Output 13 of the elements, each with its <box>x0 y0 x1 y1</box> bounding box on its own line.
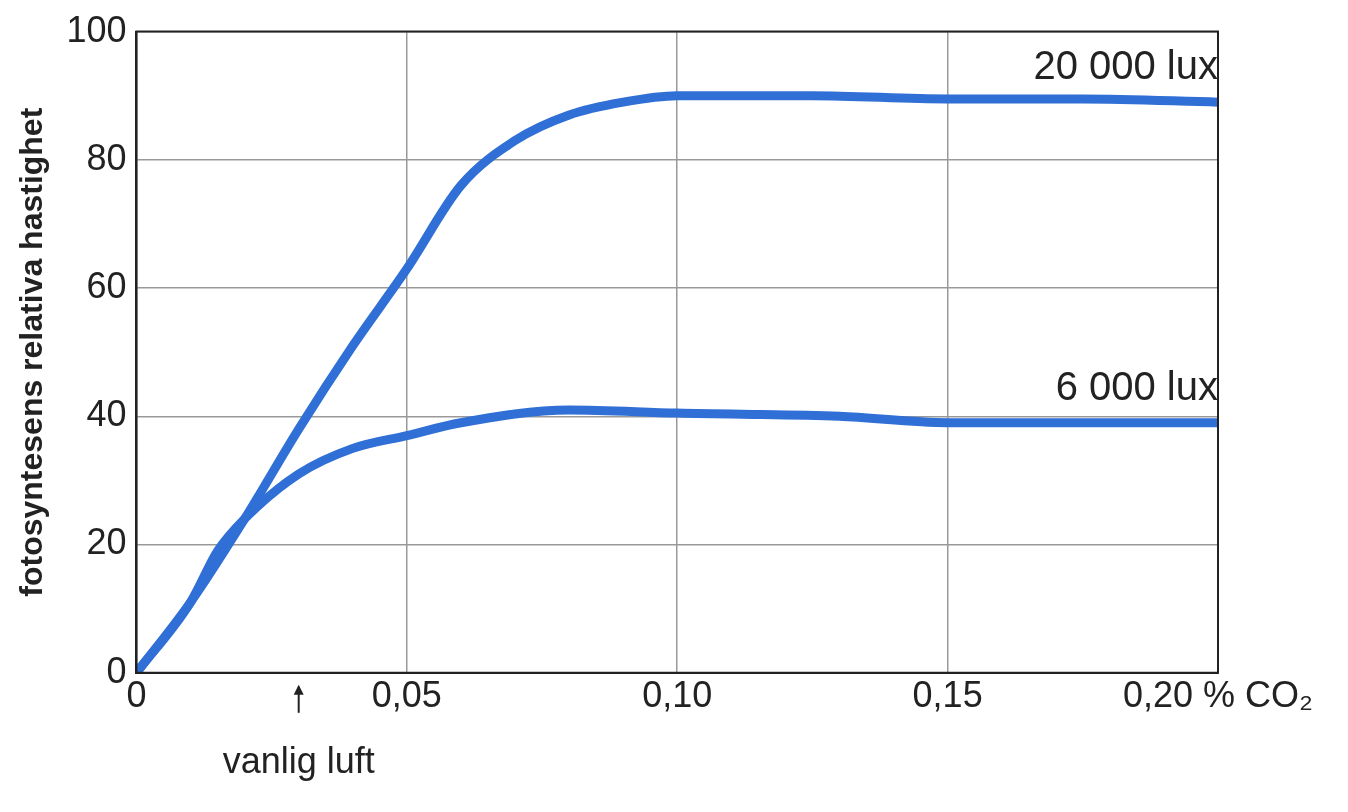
x-tick-label: 0,10 <box>642 674 713 716</box>
y-tick-label: 40 <box>86 393 127 435</box>
series-label: 6 000 lux <box>1055 363 1218 408</box>
x-tick-label: 0,05 <box>371 674 442 716</box>
y-tick-label: 80 <box>86 136 127 178</box>
y-tick-label: 20 <box>86 521 127 563</box>
x-tick-label: 0,20 % CO₂ <box>1122 674 1314 716</box>
text: vanlig luft <box>222 739 375 781</box>
y-tick-label: 60 <box>86 265 127 306</box>
y-tick-label: 100 <box>66 8 127 50</box>
x-tick-label: 0,15 <box>912 674 983 716</box>
series-label: 20 000 lux <box>1033 43 1218 88</box>
y-axis-title: fotosyntesens relativa hastighet <box>13 107 50 597</box>
